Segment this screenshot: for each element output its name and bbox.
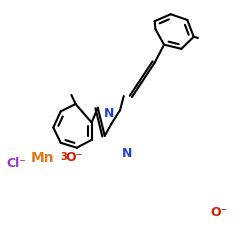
Text: O⁻: O⁻	[65, 151, 82, 164]
Text: Cl⁻: Cl⁻	[6, 157, 26, 170]
Text: 3: 3	[60, 152, 67, 162]
Text: N: N	[122, 147, 133, 160]
Text: O⁻: O⁻	[210, 206, 228, 218]
Text: N: N	[104, 107, 114, 120]
Text: Mn: Mn	[31, 151, 55, 165]
